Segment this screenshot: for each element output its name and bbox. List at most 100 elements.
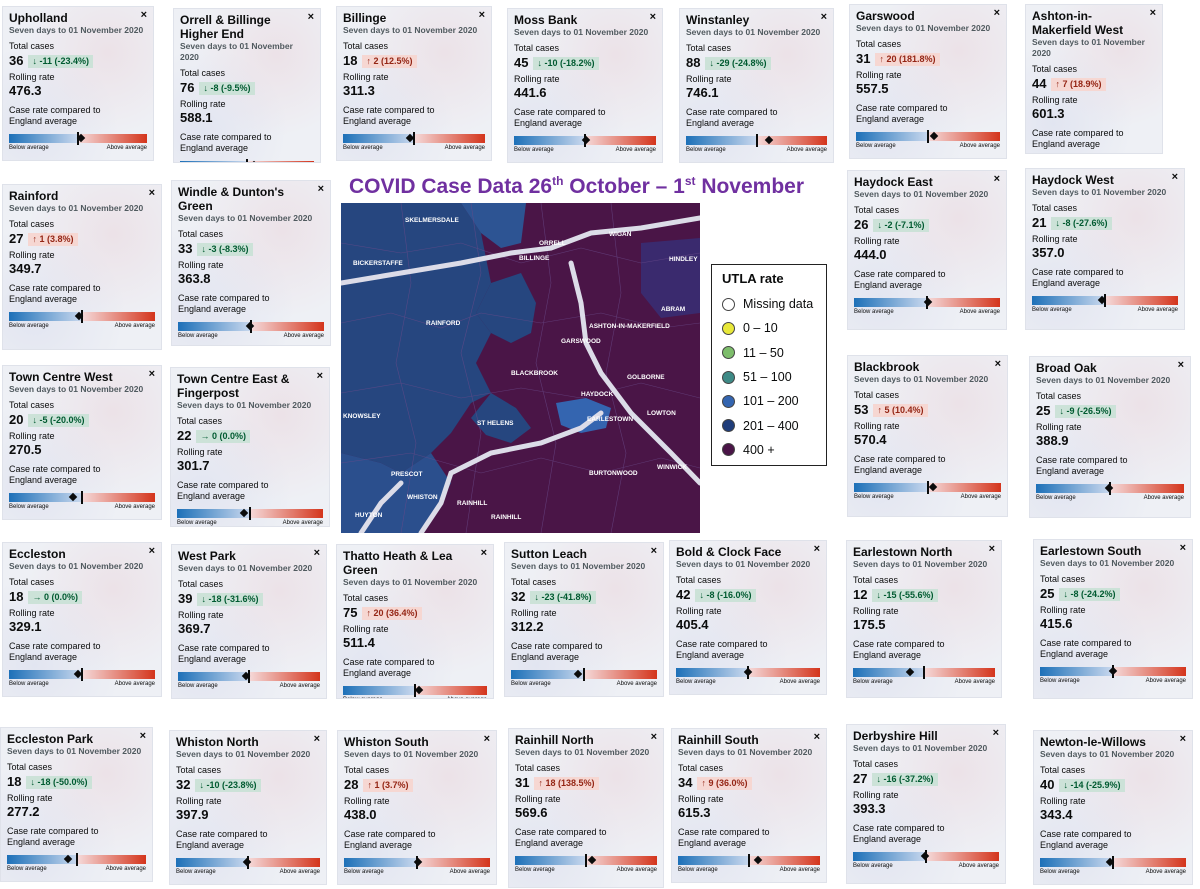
- ward-card[interactable]: × Whiston North Seven days to 01 November …: [169, 730, 327, 885]
- close-icon[interactable]: ×: [148, 187, 155, 199]
- gauge-labels: Below average Above average: [178, 683, 320, 689]
- gauge-average-line: [585, 854, 587, 867]
- total-cases-row: 21 ↓ -8 (-27.6%): [1032, 215, 1178, 231]
- ward-card[interactable]: × Garswood Seven days to 01 November 2020 T…: [849, 4, 1007, 159]
- ward-card[interactable]: × Eccleston Park Seven days to 01 November…: [0, 727, 153, 882]
- ward-card[interactable]: × Rainhill South Seven days to 01 November…: [671, 728, 827, 883]
- close-icon[interactable]: ×: [1149, 7, 1156, 19]
- ward-card[interactable]: × Earlestown South Seven days to 01 Novemb…: [1033, 539, 1193, 699]
- ward-card[interactable]: × Earlestown North Seven days to 01 Novemb…: [846, 540, 1002, 698]
- gauge-labels: Below average Above average: [686, 147, 827, 153]
- change-badge: ↓ -8 (-24.2%): [1059, 587, 1120, 601]
- utla-rate-map[interactable]: SKELMERSDALE WIGAN HINDLEY ORRELL BILLIN…: [341, 203, 700, 533]
- compare-label: Case rate compared to England average: [180, 132, 314, 154]
- ward-card[interactable]: × Sutton Leach Seven days to 01 November 2…: [504, 542, 664, 697]
- ward-card[interactable]: × Newton-le-Willows Seven days to 01 Novem…: [1033, 730, 1193, 885]
- total-cases-label: Total cases: [1040, 765, 1086, 775]
- ward-card[interactable]: × Haydock West Seven days to 01 November 2…: [1025, 168, 1185, 330]
- ward-card[interactable]: × Derbyshire Hill Seven days to 01 Novembe…: [846, 724, 1006, 884]
- close-icon[interactable]: ×: [478, 9, 485, 21]
- close-icon[interactable]: ×: [813, 731, 820, 743]
- rolling-rate-value: 615.3: [678, 805, 711, 820]
- ward-card[interactable]: × Rainford Seven days to 01 November 2020 T…: [2, 184, 162, 350]
- close-icon[interactable]: ×: [994, 358, 1001, 370]
- close-icon[interactable]: ×: [1177, 359, 1184, 371]
- close-icon[interactable]: ×: [148, 368, 155, 380]
- close-icon[interactable]: ×: [1179, 542, 1186, 554]
- rolling-rate-value: 349.7: [9, 261, 42, 276]
- change-text: 1 (3.8%): [39, 233, 74, 244]
- close-icon[interactable]: ×: [650, 545, 657, 557]
- total-cases-label: Total cases: [9, 219, 55, 229]
- total-cases-row: 33 ↓ -3 (-8.3%): [178, 241, 324, 257]
- close-icon[interactable]: ×: [650, 731, 657, 743]
- gauge-above-bar: [417, 858, 490, 867]
- ward-card[interactable]: × Orrell & Billinge Higher End Seven days …: [173, 8, 321, 163]
- close-icon[interactable]: ×: [313, 733, 320, 745]
- ward-name: Garswood: [856, 9, 915, 23]
- ward-card[interactable]: × Thatto Heath & Lea Green Seven days to 0…: [336, 544, 494, 699]
- close-icon[interactable]: ×: [992, 727, 999, 739]
- total-cases-row: 88 ↓ -29 (-24.8%): [686, 55, 827, 71]
- gauge-below-bar: [686, 136, 757, 145]
- change-text: -8 (-16.0%): [706, 589, 752, 600]
- ward-card[interactable]: × Bold & Clock Face Seven days to 01 Novem…: [669, 540, 827, 695]
- compare-label: Case rate compared to England average: [854, 454, 1001, 476]
- close-icon[interactable]: ×: [148, 545, 155, 557]
- ward-card[interactable]: × Town Centre East & Fingerpost Seven days…: [170, 367, 330, 527]
- ward-card[interactable]: × Rainhill North Seven days to 01 November…: [508, 728, 664, 888]
- ward-card[interactable]: × Billinge Seven days to 01 November 2020 T…: [336, 6, 492, 161]
- map-region-earlestown: [556, 398, 611, 433]
- close-icon[interactable]: ×: [139, 730, 146, 742]
- title-end: November: [695, 175, 805, 198]
- close-icon[interactable]: ×: [316, 370, 323, 382]
- close-icon[interactable]: ×: [317, 183, 324, 195]
- close-icon[interactable]: ×: [993, 7, 1000, 19]
- close-icon[interactable]: ×: [820, 11, 827, 23]
- close-icon[interactable]: ×: [140, 9, 147, 21]
- ward-card[interactable]: × Broad Oak Seven days to 01 November 2020…: [1029, 356, 1191, 518]
- rolling-rate-value: 312.2: [511, 619, 544, 634]
- ward-card[interactable]: × Ashton-in-Makerfield West Seven days to …: [1025, 4, 1163, 154]
- rolling-rate-label: Rolling rate: [1036, 422, 1082, 432]
- rolling-rate-value: 393.3: [853, 801, 886, 816]
- close-icon[interactable]: ×: [649, 11, 656, 23]
- period-text: Seven days to 01 November 2020: [9, 561, 144, 571]
- ward-card[interactable]: × Haydock East Seven days to 01 November 2…: [847, 170, 1007, 330]
- ward-card[interactable]: × Eccleston Seven days to 01 November 2020…: [2, 542, 162, 697]
- close-icon[interactable]: ×: [988, 543, 995, 555]
- above-average-label: Above average: [444, 145, 485, 151]
- close-icon[interactable]: ×: [307, 11, 314, 23]
- ward-card[interactable]: × Winstanley Seven days to 01 November 202…: [679, 8, 834, 163]
- ward-card[interactable]: × Town Centre West Seven days to 01 Novemb…: [2, 365, 162, 520]
- close-icon[interactable]: ×: [483, 733, 490, 745]
- rolling-rate-value: 388.9: [1036, 433, 1069, 448]
- ward-card[interactable]: × Blackbrook Seven days to 01 November 202…: [847, 355, 1008, 517]
- close-icon[interactable]: ×: [813, 543, 820, 555]
- gauge-below-bar: [853, 668, 924, 677]
- below-average-label: Below average: [514, 147, 554, 153]
- map-region-east: [641, 238, 700, 318]
- total-cases-row: 22 → 0 (0.0%): [177, 428, 323, 444]
- total-cases-row: 31 ↑ 20 (181.8%): [856, 51, 1000, 67]
- close-icon[interactable]: ×: [313, 547, 320, 559]
- ward-card[interactable]: × Moss Bank Seven days to 01 November 2020…: [507, 8, 663, 163]
- rolling-rate-value: 569.6: [515, 805, 548, 820]
- ward-card[interactable]: × West Park Seven days to 01 November 2020…: [171, 544, 327, 699]
- change-badge: ↓ -8 (-16.0%): [695, 588, 756, 602]
- comparison-gauge: [856, 130, 1000, 143]
- rolling-rate-value: 301.7: [177, 458, 210, 473]
- rolling-rate-label: Rolling rate: [853, 790, 899, 800]
- period-text: Seven days to 01 November 2020: [686, 27, 821, 37]
- map-label-burtonwood: BURTONWOOD: [589, 470, 638, 477]
- close-icon[interactable]: ×: [993, 173, 1000, 185]
- ward-card[interactable]: × Upholland Seven days to 01 November 2020…: [2, 6, 154, 161]
- gauge-above-bar: [251, 322, 324, 331]
- arrow-down-icon: ↓: [32, 414, 40, 425]
- close-icon[interactable]: ×: [1171, 171, 1178, 183]
- ward-card[interactable]: × Windle & Dunton's Green Seven days to 01…: [171, 180, 331, 346]
- comparison-gauge: [853, 666, 995, 679]
- close-icon[interactable]: ×: [1179, 733, 1186, 745]
- close-icon[interactable]: ×: [480, 547, 487, 559]
- ward-card[interactable]: × Whiston South Seven days to 01 November …: [337, 730, 497, 885]
